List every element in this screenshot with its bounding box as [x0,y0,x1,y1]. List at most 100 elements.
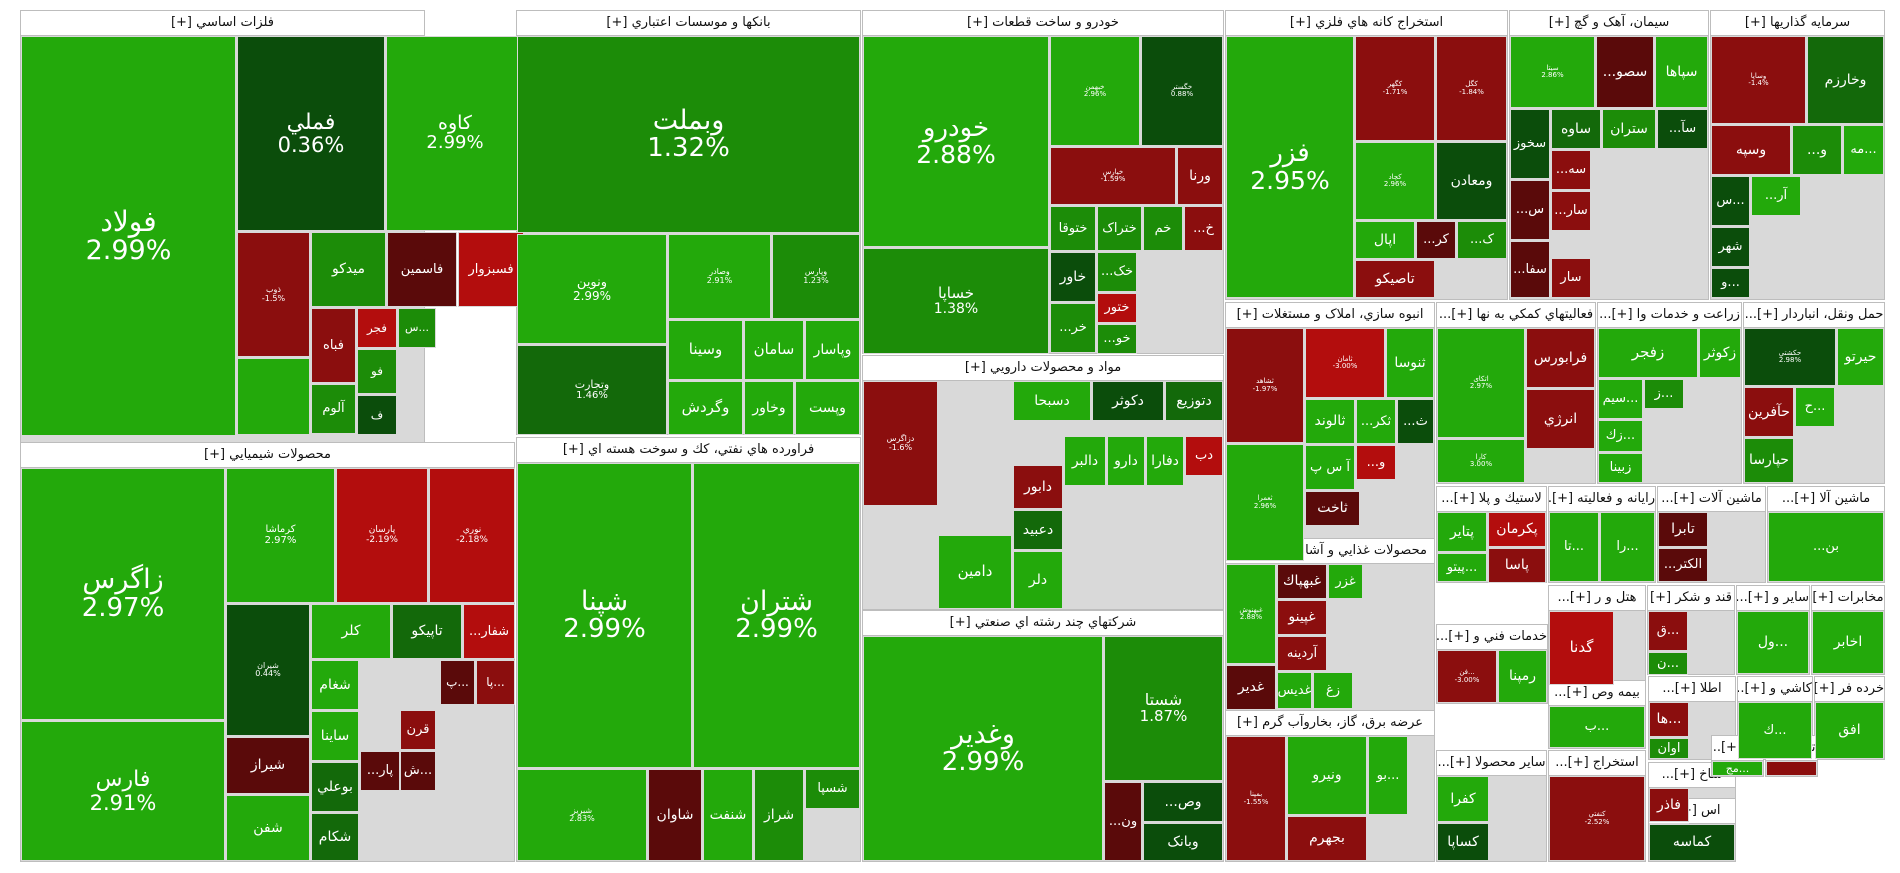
stock-tile[interactable]: وبانک [1143,823,1223,861]
stock-tile[interactable]: اپال [1355,221,1415,259]
stock-tile[interactable]: تاپيکو [392,604,462,659]
stock-tile[interactable]: دب [1185,436,1223,476]
sector-title[interactable]: خودرو و ساخت قطعات [+] [863,11,1223,36]
stock-tile[interactable]: فملي 0.36% [237,36,385,231]
stock-tile[interactable]: سفا... [1510,241,1550,298]
stock-tile[interactable]: ...سيم [1598,379,1643,419]
stock-tile[interactable]: اوان [1649,738,1689,759]
stock-tile[interactable]: خر... [1050,303,1096,353]
stock-tile[interactable]: ...ق [1648,611,1688,651]
stock-tile[interactable]: وگردش [668,381,743,435]
stock-tile[interactable]: ...فن -3.00% [1437,650,1497,703]
sector-title[interactable]: استخراج کانه هاي فلزي [+] [1226,11,1507,36]
stock-tile[interactable]: شستا 1.87% [1104,636,1223,781]
stock-tile[interactable]: غبهنوش 2.88% [1226,564,1276,664]
stock-tile[interactable]: وبملت 1.32% [517,36,860,233]
sector-title[interactable]: سيمان، آهک و گچ [+] [1510,11,1708,36]
stock-tile[interactable]: خبهمن 2.96% [1050,36,1140,146]
stock-tile[interactable]: حكشتي 2.98% [1744,328,1836,386]
sector-title[interactable]: بيمه وص [+]... [1549,681,1645,706]
stock-tile[interactable]: س... [1510,180,1550,240]
stock-tile[interactable]: کگهر -1.71% [1355,36,1435,141]
stock-tile[interactable]: ثالوند [1305,399,1355,444]
sector-title[interactable]: مخابرات [+] [1812,586,1884,611]
stock-tile[interactable]: خودرو 2.88% [863,36,1049,247]
stock-tile[interactable]: الكتر... [1658,548,1708,582]
stock-tile[interactable]: ستران [1602,109,1656,149]
sector-title[interactable]: خرده فر [+]... [1815,677,1884,702]
sector-title[interactable]: رايانه و فعاليته [+]... [1549,487,1655,512]
stock-tile[interactable]: دکوثر [1092,381,1164,421]
stock-tile[interactable]: وتجارت 1.46% [517,345,667,435]
stock-tile[interactable]: ثشاهد -1.97% [1226,328,1304,443]
stock-tile[interactable]: دابور [1013,465,1063,509]
stock-tile[interactable]: ...س [1711,176,1750,226]
stock-tile[interactable]: دالبر [1064,436,1106,486]
stock-tile[interactable]: غپينو [1277,600,1327,635]
stock-tile[interactable]: دفارا [1146,436,1184,486]
stock-tile[interactable]: سيتا 2.86% [1510,36,1595,108]
sector-title[interactable]: زراعت و خدمات وا [+]... [1598,303,1741,328]
stock-tile[interactable]: ثنوسا [1386,328,1434,398]
stock-tile[interactable]: افق [1815,702,1884,759]
stock-tile[interactable]: بمپنا -1.55% [1226,736,1286,861]
stock-tile[interactable]: خگستر 0.88% [1141,36,1223,146]
stock-tile[interactable]: حآفرين [1744,387,1794,437]
stock-tile[interactable]: وسپه [1711,125,1791,175]
sector-title[interactable]: اطلا [+]... [1649,677,1735,702]
stock-tile[interactable]: خساپا 1.38% [863,248,1049,354]
sector-title[interactable]: ماشين آلات [+]... [1658,487,1765,512]
stock-tile[interactable]: سه... [1551,150,1591,190]
stock-tile[interactable]: شيران 0.44% [226,604,310,736]
stock-tile[interactable]: ...پيتو [1437,553,1487,582]
sector-title[interactable]: استخراج [+]... [1549,751,1645,776]
sector-title[interactable]: شرکتهاي چند رشته اي صنعتي [+] [863,611,1223,636]
sector-title[interactable]: لاستيك و پلا [+]... [1437,487,1546,512]
stock-tile[interactable]: وپست [795,381,860,435]
sector-title[interactable]: هتل و ر [+]... [1549,586,1645,611]
sector-title[interactable]: عرضه برق، گاز، بخاروآب گرم [+] [1226,711,1434,736]
stock-tile[interactable]: فباه [311,308,356,383]
stock-tile[interactable]: زبينا [1598,453,1643,483]
stock-tile[interactable]: ساوه [1551,109,1601,149]
stock-tile[interactable]: دلر [1013,551,1063,609]
stock-tile[interactable]: شتران 2.99% [693,463,860,768]
stock-tile[interactable]: ثاخت [1305,491,1360,526]
stock-tile[interactable]: بن... [1768,512,1884,582]
stock-tile[interactable]: بوعلي [311,762,359,812]
stock-tile[interactable]: سصو... [1596,36,1654,108]
stock-tile[interactable]: ثامان -3.00% [1305,328,1385,398]
stock-tile[interactable]: آلوم [311,384,356,434]
stock-tile[interactable]: دتوزيع [1165,381,1223,421]
stock-tile[interactable]: آر... [1751,176,1801,216]
stock-tile[interactable]: گدنا [1549,611,1614,685]
stock-tile[interactable]: غبهپاك [1277,564,1327,599]
stock-tile[interactable]: فارس 2.91% [21,721,225,861]
stock-tile[interactable]: خ... [1184,206,1223,251]
stock-tile[interactable]: شيراز [226,737,310,794]
stock-tile[interactable]: ...مج [1712,761,1763,776]
sector-title[interactable]: فعاليتهاي کمکي به نها [+]... [1437,303,1595,328]
stock-tile[interactable]: دسبحا [1013,381,1091,421]
stock-tile[interactable]: قرن [400,710,436,750]
stock-tile[interactable]: وساپا -1.4% [1711,36,1806,124]
stock-tile[interactable]: وخارزم [1807,36,1884,124]
stock-tile[interactable]: ختور [1097,293,1137,323]
sector-title[interactable]: ساير و [+]... [1737,586,1809,611]
sector-title[interactable]: ماشين آلا [+]... [1768,487,1884,512]
stock-tile[interactable]: فسبزوار [458,232,524,307]
stock-tile[interactable]: شبريز 2.83% [517,769,647,861]
stock-tile[interactable]: کر... [1416,221,1456,259]
stock-tile[interactable]: وخاور [744,381,794,435]
stock-tile[interactable]: ون... [1104,782,1142,861]
stock-tile[interactable]: كساپا [1437,823,1489,861]
stock-tile[interactable]: کگل -1.84% [1436,36,1507,141]
stock-tile[interactable]: سآ... [1657,109,1708,149]
sector-title[interactable]: خدمات فني و [+]... [1437,625,1547,650]
stock-tile[interactable]: ختوقا [1050,206,1096,251]
stock-tile[interactable]: ...و [1711,268,1750,298]
stock-tile[interactable]: كماسه [1649,824,1735,861]
stock-tile[interactable]: ...زك [1598,420,1643,452]
stock-tile[interactable]: غدير [1226,665,1276,710]
sector-title[interactable]: فراورده هاي نفتي، کك و سوخت هسته اي [+] [517,438,860,463]
